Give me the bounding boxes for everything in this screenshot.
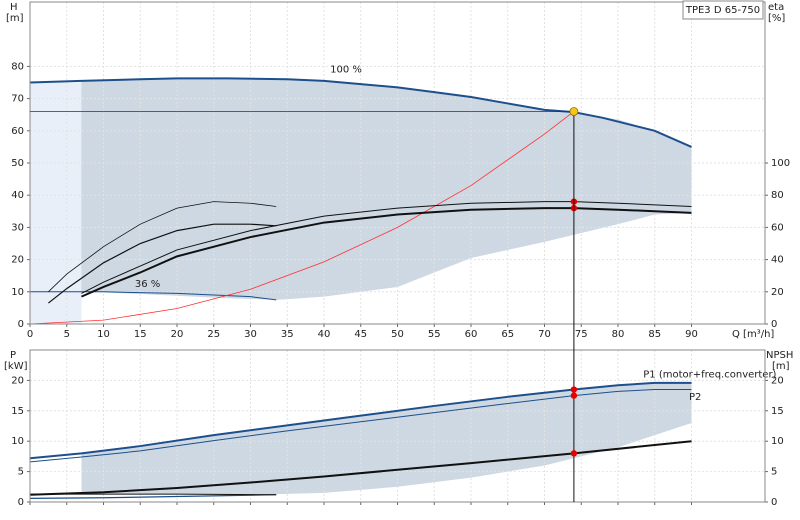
series-label: P1 (motor+freq.converter) xyxy=(643,369,776,380)
y-tick-label: 10 xyxy=(11,287,24,298)
x-tick-label: 40 xyxy=(318,329,331,340)
x-tick-label: 75 xyxy=(575,329,588,340)
x-tick-label: 60 xyxy=(465,329,478,340)
chart-title: TPE3 D 65-750 xyxy=(685,5,760,16)
x-tick-label: 20 xyxy=(171,329,184,340)
series-label: 36 % xyxy=(135,279,160,290)
series-line xyxy=(48,201,277,293)
y-tick-label: 20 xyxy=(11,375,24,386)
series-label: P2 xyxy=(689,392,701,403)
x-tick-label: 50 xyxy=(391,329,404,340)
y-tick-label: 50 xyxy=(11,158,24,169)
y-unit: [m] xyxy=(6,13,24,24)
duty-point xyxy=(569,107,579,116)
x-tick-label: 55 xyxy=(428,329,441,340)
series-line xyxy=(48,223,277,304)
x-tick-label: 0 xyxy=(27,329,33,340)
y-tick-label: 20 xyxy=(11,255,24,266)
series-label: 100 % xyxy=(330,65,362,76)
x-tick-label: 30 xyxy=(244,329,257,340)
x-tick-label: 10 xyxy=(97,329,110,340)
x-tick-label: 80 xyxy=(612,329,625,340)
x-tick-label: 15 xyxy=(134,329,147,340)
series-line xyxy=(29,494,277,499)
y-tick-label: 15 xyxy=(11,406,24,417)
series-line xyxy=(81,201,692,294)
duty-power-point xyxy=(570,392,578,399)
title-box xyxy=(682,0,764,20)
y-tick-label: 40 xyxy=(11,190,24,201)
y-tick-label: 0 xyxy=(18,319,24,330)
y2-tick-label: 20 xyxy=(771,287,784,298)
series-line xyxy=(29,381,692,460)
x-label: Q [m³/h] xyxy=(732,329,774,340)
y2-label: eta xyxy=(768,2,784,13)
x-tick-label: 25 xyxy=(207,329,220,340)
y-unit: [kW] xyxy=(4,361,28,372)
y2-tick-label: 40 xyxy=(771,255,784,266)
low-flow-zone xyxy=(30,82,82,324)
y-label: P xyxy=(10,350,16,361)
y2-unit: [m] xyxy=(772,361,790,372)
y2-tick-label: 0 xyxy=(771,319,777,330)
y-tick-label: 30 xyxy=(11,222,24,233)
operating-range xyxy=(48,78,692,300)
y-tick-label: 60 xyxy=(11,126,24,137)
x-tick-label: 90 xyxy=(685,329,698,340)
series-line xyxy=(29,389,692,463)
x-tick-label: 45 xyxy=(354,329,367,340)
x-tick-label: 65 xyxy=(501,329,514,340)
y-tick-label: 10 xyxy=(11,436,24,447)
x-tick-label: 5 xyxy=(64,329,70,340)
y2-tick-label: 80 xyxy=(771,190,784,201)
duty-npsh-point xyxy=(570,450,578,457)
series-line xyxy=(29,77,692,148)
x-tick-label: 35 xyxy=(281,329,294,340)
y2-tick-label: 100 xyxy=(771,158,790,169)
plot-frame xyxy=(29,349,766,503)
y-tick-label: 70 xyxy=(11,94,24,105)
x-tick-label: 70 xyxy=(538,329,551,340)
series-line xyxy=(29,111,575,325)
series-line xyxy=(29,440,692,496)
y-tick-label: 80 xyxy=(11,61,24,72)
series-line xyxy=(30,291,277,301)
plot-frame xyxy=(29,1,766,325)
y2-tick-label: 10 xyxy=(771,436,784,447)
y2-tick-label: 15 xyxy=(771,406,784,417)
y2-tick-label: 60 xyxy=(771,222,784,233)
y2-unit: [%] xyxy=(768,13,785,24)
plots: 0 5 10 15 20 25 30 35 40 45 50 55 60 65 70 75 80 85 900102… xyxy=(11,1,790,508)
y2-tick-label: 0 xyxy=(771,497,777,508)
x-tick-label: 85 xyxy=(648,329,661,340)
y-label: H xyxy=(10,2,18,13)
y2-label: NPSH xyxy=(766,350,793,361)
y-tick-label: 0 xyxy=(18,497,24,508)
y-tick-label: 5 xyxy=(18,467,24,478)
y2-tick-label: 5 xyxy=(771,467,777,478)
y2-tick-label: 20 xyxy=(771,375,784,386)
duty-power-point xyxy=(570,386,578,393)
series-line xyxy=(81,207,692,298)
